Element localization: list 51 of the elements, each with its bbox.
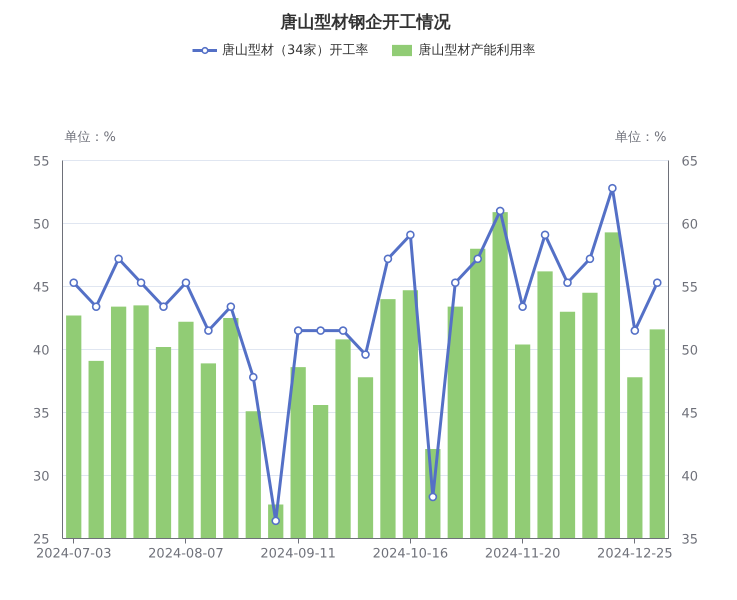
x-tick-label: 2024-09-11 (260, 546, 336, 562)
point (69, 278, 78, 288)
point (136, 278, 146, 288)
y-axis-title: 单位：% (64, 130, 116, 145)
y2-tick-label: 65 (682, 154, 698, 170)
legend-label: 唐山型材产能利用率 (418, 42, 536, 59)
point (159, 302, 168, 311)
point (182, 278, 190, 288)
point (248, 372, 258, 382)
y-tick-label: 55 (32, 154, 50, 170)
y2-tick-label: 45 (682, 406, 698, 422)
y-tick-label: 35 (32, 406, 50, 422)
y-tick-label: 30 (32, 470, 50, 484)
point (586, 254, 594, 264)
point (114, 254, 123, 264)
x-tick-label: 2024-12-25 (597, 546, 673, 562)
y2-tick-label: 35 (682, 532, 698, 548)
point (406, 230, 415, 240)
y2-tick-label: 60 (682, 218, 698, 232)
point (316, 326, 325, 335)
point (608, 184, 617, 193)
y-tick-label: 50 (32, 218, 50, 232)
point (338, 326, 348, 335)
x-tick-label: 2024-11-20 (484, 546, 560, 562)
y2-axis-title: 单位：% (615, 130, 667, 145)
point (518, 302, 527, 311)
y2-tick-label: 50 (682, 344, 698, 358)
y2-tick-label: 55 (682, 280, 698, 296)
point (496, 206, 504, 216)
point (563, 278, 572, 288)
legend-label: 唐山型材（34家）开工率 (222, 42, 369, 59)
y2-tick-label: 40 (682, 470, 698, 484)
point (473, 254, 482, 264)
y-tick-label: 25 (32, 532, 50, 548)
chart-title: 唐山型材钢企开工情况 (280, 12, 452, 32)
point (294, 326, 302, 335)
y-tick-label: 40 (32, 344, 50, 358)
x-tick-label: 2024-08-07 (148, 546, 224, 562)
point (540, 230, 550, 240)
point (226, 302, 236, 311)
point (204, 326, 213, 335)
point (361, 350, 370, 359)
y-tick-label: 45 (32, 280, 50, 296)
point (652, 278, 662, 288)
point (630, 326, 640, 335)
x-tick-label: 2024-07-03 (36, 546, 112, 562)
point (428, 492, 438, 502)
x-tick-label: 2024-10-16 (372, 546, 448, 562)
point (384, 254, 392, 264)
point (92, 302, 100, 311)
point (450, 278, 460, 288)
